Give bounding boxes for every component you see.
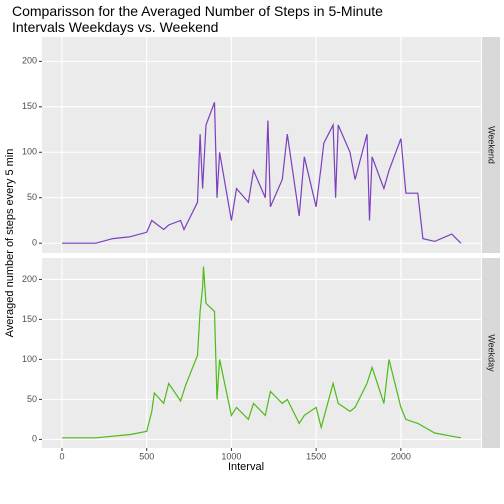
y-axis-label: Averaged number of steps every 5 min <box>4 149 16 338</box>
y-tick-label: 200 <box>22 274 37 284</box>
series-line <box>62 266 462 439</box>
series-line <box>62 102 462 244</box>
y-tick-label: 150 <box>22 314 37 324</box>
strip-label: Weekday <box>487 334 497 372</box>
x-tick-label: 500 <box>139 451 154 461</box>
y-tick-label: 0 <box>32 434 37 444</box>
y-tick-label: 50 <box>27 394 37 404</box>
x-tick-label: 0 <box>59 451 64 461</box>
y-tick-label: 200 <box>22 56 37 66</box>
y-tick-label: 0 <box>32 238 37 248</box>
x-tick-label: 1500 <box>306 451 326 461</box>
y-tick-label: 50 <box>27 192 37 202</box>
x-axis-label: Interval <box>228 461 264 473</box>
chart-title: Comparisson for the Averaged Number of S… <box>12 3 383 35</box>
x-tick-label: 2000 <box>391 451 411 461</box>
strip-background <box>482 37 500 253</box>
x-tick-label: 1000 <box>221 451 241 461</box>
y-tick-label: 150 <box>22 101 37 111</box>
strip-background <box>482 258 500 448</box>
strip-label: Weekend <box>487 126 497 164</box>
panel-background <box>42 37 481 253</box>
y-tick-label: 100 <box>22 354 37 364</box>
y-tick-label: 100 <box>22 147 37 157</box>
panel-background <box>42 258 481 448</box>
